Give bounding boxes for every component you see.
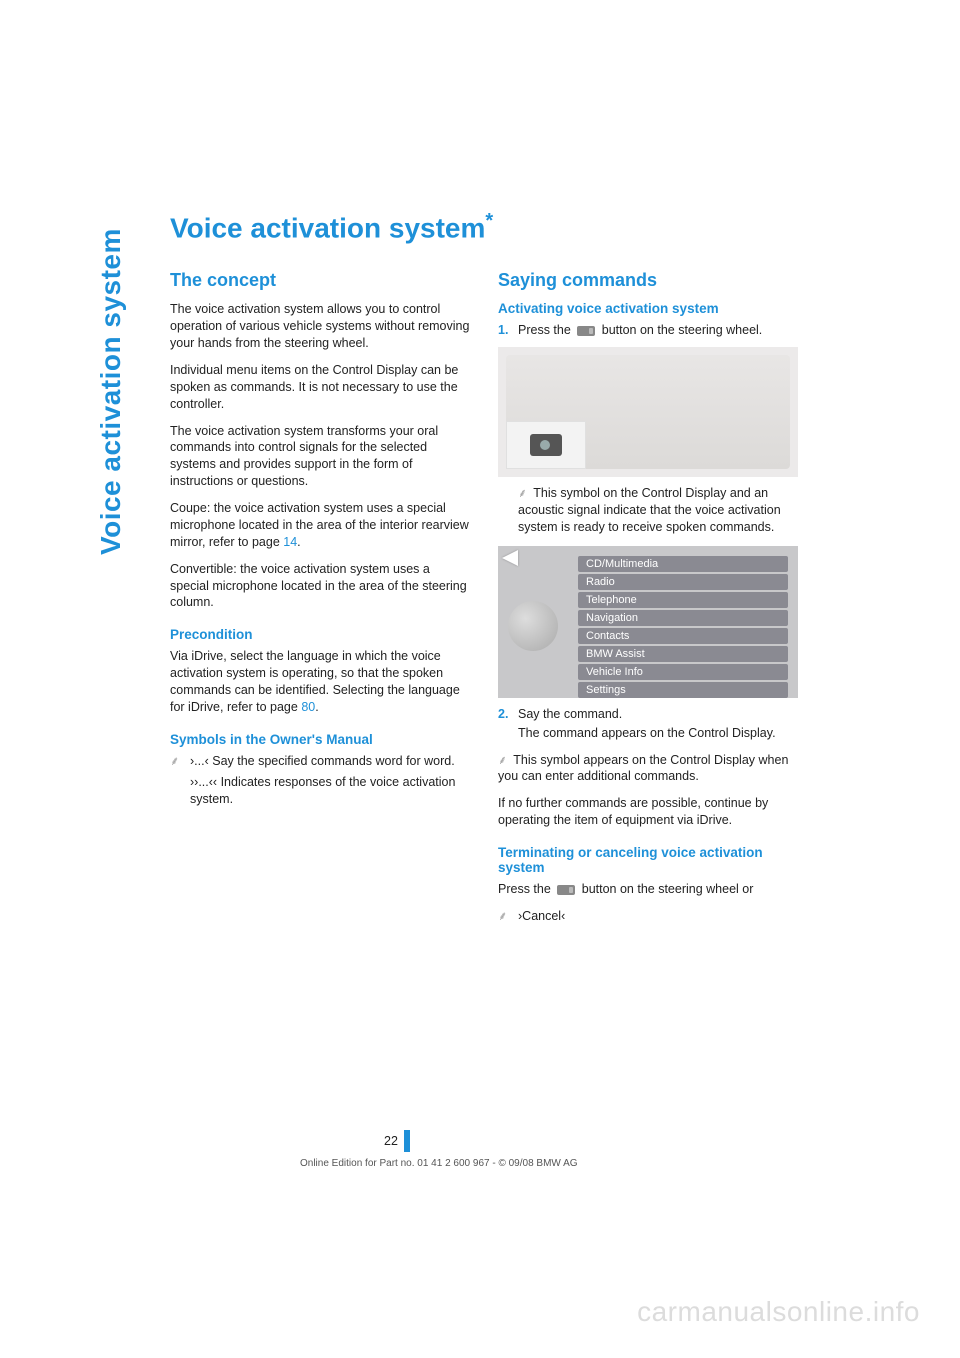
symbol-2-mark: ››...‹‹ [190, 775, 217, 789]
step-2-text: Say the command. [518, 706, 798, 723]
heading-saying: Saying commands [498, 270, 798, 291]
para-concept-3: The voice activation system transforms y… [170, 423, 470, 491]
step-2-num: 2. [498, 706, 518, 723]
step-2: 2. Say the command. [498, 706, 798, 723]
voice-icon: ⸙ [170, 753, 190, 770]
menu-list: CD/Multimedia Radio Telephone Navigation… [578, 556, 788, 698]
menu-item: Vehicle Info [578, 664, 788, 680]
heading-concept: The concept [170, 270, 470, 291]
menu-item: Settings [578, 682, 788, 698]
heading-symbols: Symbols in the Owner's Manual [170, 732, 470, 747]
menu-item: BMW Assist [578, 646, 788, 662]
page-number-bar [404, 1130, 410, 1152]
menu-item: Navigation [578, 610, 788, 626]
step-1: 1. Press the button on the steering whee… [498, 322, 798, 339]
columns: The concept The voice activation system … [170, 270, 800, 929]
dashboard-image [498, 347, 798, 477]
watermark: carmanualsonline.info [637, 1296, 920, 1328]
step-1-num: 1. [498, 322, 518, 339]
dash-button-detail [530, 434, 562, 456]
symbol-2-desc: Indicates responses of the voice activat… [190, 775, 455, 806]
menu-item: CD/Multimedia [578, 556, 788, 572]
para-6b: . [315, 700, 318, 714]
right-column: Saying commands Activating voice activat… [498, 270, 798, 929]
step-2-sub: The command appears on the Control Displ… [498, 725, 798, 742]
voice-symbol-icon: ⸙ [518, 486, 527, 500]
title-text: Voice activation system [170, 212, 485, 243]
para-terminating: Press the button on the steering wheel o… [498, 881, 798, 898]
page: Voice activation system Voice activation… [0, 0, 960, 1358]
title-asterisk: * [485, 210, 493, 232]
menu-image: CD/Multimedia Radio Telephone Navigation… [498, 546, 798, 698]
dash-callout [506, 421, 586, 469]
voice-symbol-icon-2: ⸙ [498, 753, 507, 767]
para-concept-2: Individual menu items on the Control Dis… [170, 362, 470, 413]
menu-item: Telephone [578, 592, 788, 608]
menu-item: Radio [578, 574, 788, 590]
para-precondition: Via iDrive, select the language in which… [170, 648, 470, 716]
voice-button-icon-2 [557, 885, 575, 895]
para-additional-symbol: ⸙ This symbol appears on the Control Dis… [498, 752, 798, 786]
cancel-row: ⸙ ›Cancel‹ [498, 908, 798, 925]
symbol-row-2: ››...‹‹ Indicates responses of the voice… [170, 774, 470, 808]
additional-text: This symbol appears on the Control Displ… [498, 753, 788, 784]
page-ref-80[interactable]: 80 [301, 700, 315, 714]
sidebar-section-label: Voice activation system [95, 228, 127, 555]
page-title: Voice activation system* [170, 210, 800, 244]
page-number: 22 [384, 1134, 398, 1148]
para-concept-4: Coupe: the voice activation system uses … [170, 500, 470, 551]
step-1-text: Press the button on the steering wheel. [518, 322, 798, 339]
symbol-1-desc: Say the specified commands word for word… [212, 754, 454, 768]
cancel-command: ›Cancel‹ [518, 908, 798, 925]
para-concept-1: The voice activation system allows you t… [170, 301, 470, 352]
idrive-knob [508, 601, 558, 651]
page-ref-14[interactable]: 14 [283, 535, 297, 549]
para-4b: . [297, 535, 300, 549]
heading-precondition: Precondition [170, 627, 470, 642]
menu-item: Contacts [578, 628, 788, 644]
symbol-1-text: ›...‹ Say the specified commands word fo… [190, 753, 470, 770]
footer-text: Online Edition for Part no. 01 41 2 600 … [300, 1158, 578, 1169]
menu-arrow-icon [502, 550, 518, 566]
symbol-ready-text: This symbol on the Control Display and a… [518, 486, 781, 534]
voice-icon-blank [170, 774, 190, 808]
content-area: Voice activation system* The concept The… [170, 210, 800, 929]
symbol-1-mark: ›...‹ [190, 754, 209, 768]
voice-button-icon [577, 326, 595, 336]
para-no-further: If no further commands are possible, con… [498, 795, 798, 829]
symbol-2-text: ››...‹‹ Indicates responses of the voice… [190, 774, 470, 808]
para-4a: Coupe: the voice activation system uses … [170, 501, 469, 549]
para-concept-5: Convertible: the voice activation system… [170, 561, 470, 612]
heading-activating: Activating voice activation system [498, 301, 798, 316]
para-symbol-ready: ⸙ This symbol on the Control Display and… [498, 485, 798, 536]
left-column: The concept The voice activation system … [170, 270, 470, 929]
symbol-row-1: ⸙ ›...‹ Say the specified commands word … [170, 753, 470, 770]
voice-icon-cancel: ⸙ [498, 908, 518, 925]
heading-terminating: Terminating or canceling voice activatio… [498, 845, 798, 875]
